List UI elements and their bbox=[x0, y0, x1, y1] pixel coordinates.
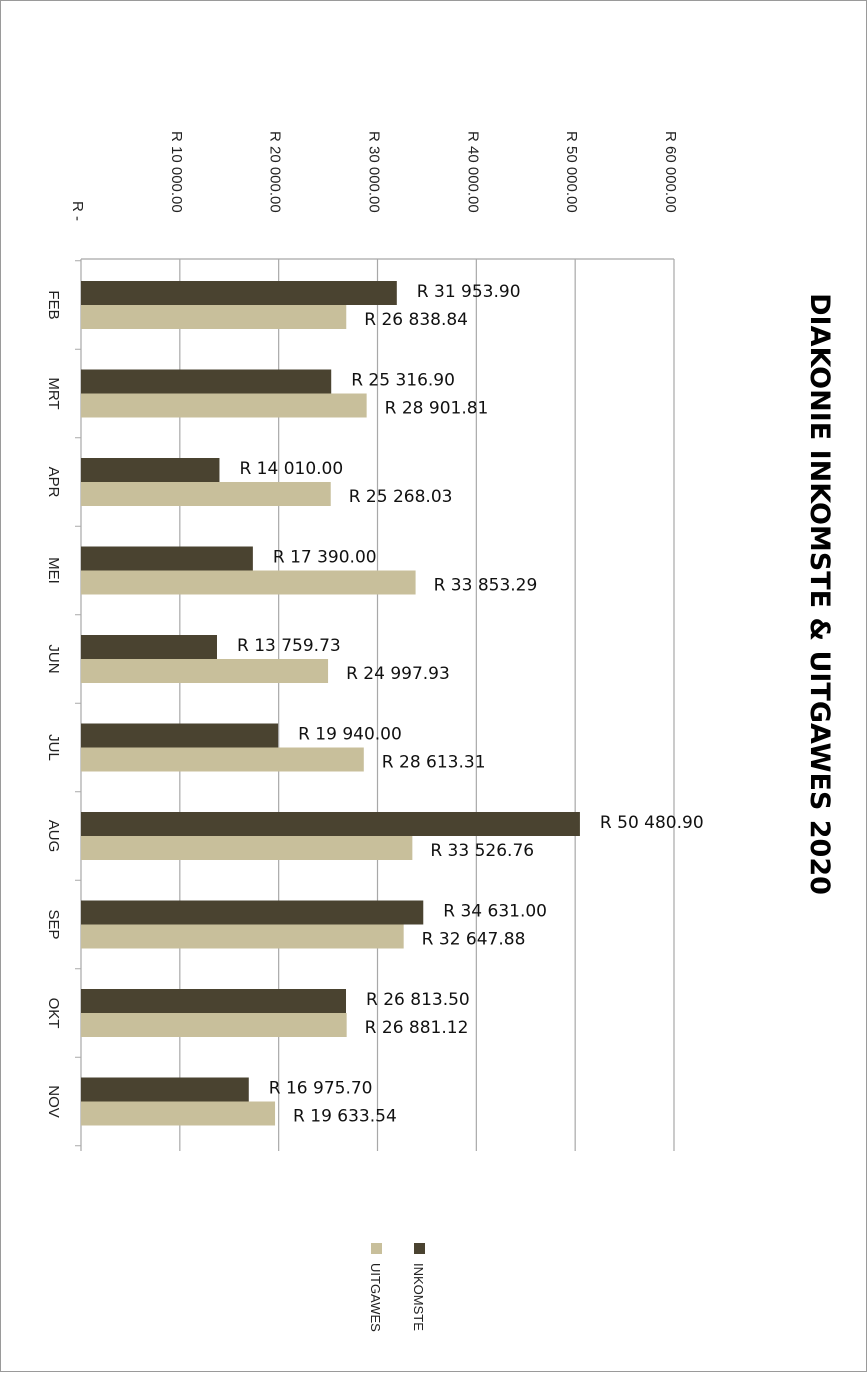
data-label-inkomste: R 25 316.90 bbox=[351, 371, 455, 391]
data-label-uitgawes: R 19 633.54 bbox=[293, 1107, 397, 1127]
bar-uitgawes bbox=[81, 305, 347, 329]
bars bbox=[81, 281, 580, 1126]
category-label: SEP bbox=[45, 909, 62, 939]
data-label-inkomste: R 17 390.00 bbox=[273, 548, 377, 568]
bar-inkomste bbox=[81, 900, 424, 925]
bar-inkomste bbox=[81, 369, 332, 394]
bar-uitgawes bbox=[81, 659, 329, 683]
data-label-uitgawes: R 28 901.81 bbox=[385, 399, 489, 419]
data-label-uitgawes: R 24 997.93 bbox=[346, 664, 450, 684]
chart-title: DIAKONIE INKOMSTE & UITGAWES 2020 bbox=[804, 293, 835, 895]
data-label-uitgawes: R 25 268.03 bbox=[349, 487, 453, 507]
bar-inkomste bbox=[81, 458, 220, 482]
legend-swatch-inkomste bbox=[414, 1243, 425, 1254]
value-tick-label: R 10 000.00 bbox=[168, 131, 185, 213]
data-label-inkomste: R 50 480.90 bbox=[600, 813, 704, 833]
value-tick-label: R 50 000.00 bbox=[563, 131, 580, 213]
value-tick-label: R 60 000.00 bbox=[662, 131, 679, 213]
category-label: APR bbox=[45, 467, 62, 498]
value-axis-ticks: R - R 10 000.00 R 20 000.00 R 30 000.00 R 40… bbox=[69, 131, 679, 221]
bar-uitgawes bbox=[81, 482, 331, 506]
data-label-inkomste: R 14 010.00 bbox=[239, 459, 343, 479]
legend-swatch-uitgawes bbox=[371, 1243, 382, 1254]
data-label-uitgawes: R 26 881.12 bbox=[365, 1018, 469, 1038]
category-label: AUG bbox=[45, 820, 62, 853]
data-label-uitgawes: R 28 613.31 bbox=[382, 753, 486, 773]
category-label: JUL bbox=[45, 734, 62, 761]
category-label: NOV bbox=[45, 1085, 62, 1118]
data-label-inkomste: R 31 953.90 bbox=[417, 282, 521, 302]
bar-inkomste bbox=[81, 635, 217, 659]
data-label-inkomste: R 34 631.00 bbox=[443, 902, 547, 922]
value-tick-label: R - bbox=[69, 201, 86, 221]
value-tick-label: R 20 000.00 bbox=[267, 131, 284, 213]
bar-uitgawes bbox=[81, 747, 364, 772]
chart-title-group: DIAKONIE INKOMSTE & UITGAWES 2020 bbox=[804, 293, 835, 895]
bar-inkomste bbox=[81, 812, 580, 836]
category-label: MRT bbox=[45, 377, 62, 409]
bar-inkomste bbox=[81, 723, 279, 748]
data-label-inkomste: R 19 940.00 bbox=[298, 725, 402, 745]
bar-uitgawes bbox=[81, 1013, 347, 1037]
data-label-inkomste: R 13 759.73 bbox=[237, 636, 341, 656]
bar-inkomste bbox=[81, 281, 397, 305]
bar-inkomste bbox=[81, 989, 347, 1013]
data-label-inkomste: R 16 975.70 bbox=[269, 1079, 373, 1099]
data-label-inkomste: R 26 813.50 bbox=[366, 990, 470, 1010]
category-label: MEI bbox=[45, 557, 62, 584]
category-label: JUN bbox=[45, 644, 62, 673]
data-labels: R 31 953.90 R 26 838.84 R 25 316.90 R 28 90… bbox=[237, 282, 704, 1127]
legend-label-uitgawes: UITGAWES bbox=[368, 1263, 383, 1332]
data-label-uitgawes: R 26 838.84 bbox=[364, 310, 468, 330]
category-label: FEB bbox=[45, 290, 62, 319]
data-label-uitgawes: R 33 526.76 bbox=[430, 841, 534, 861]
data-label-uitgawes: R 32 647.88 bbox=[422, 930, 526, 950]
bar-inkomste bbox=[81, 546, 253, 571]
bar-uitgawes bbox=[81, 393, 367, 418]
bar-uitgawes bbox=[81, 1101, 276, 1126]
bar-uitgawes bbox=[81, 924, 404, 949]
bar-inkomste bbox=[81, 1077, 249, 1102]
category-axis: FEB MRT APR MEI JUN JUL AUG SEP OKT NOV bbox=[45, 290, 62, 1117]
category-label: OKT bbox=[45, 998, 62, 1029]
bar-uitgawes bbox=[81, 836, 413, 860]
data-label-uitgawes: R 33 853.29 bbox=[434, 576, 538, 596]
value-tick-label: R 30 000.00 bbox=[366, 131, 383, 213]
legend: INKOMSTE UITGAWES bbox=[368, 1243, 426, 1332]
value-tick-label: R 40 000.00 bbox=[464, 131, 481, 213]
legend-label-inkomste: INKOMSTE bbox=[411, 1263, 426, 1331]
bar-uitgawes bbox=[81, 570, 416, 595]
